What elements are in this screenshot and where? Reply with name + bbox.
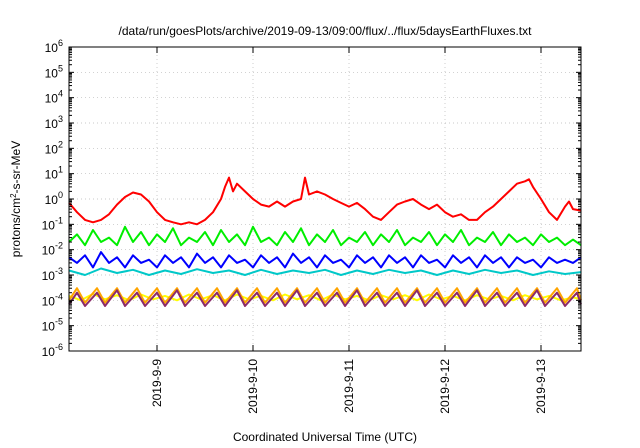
y-tick-exp: -3	[55, 266, 63, 276]
y-tick-exp: 4	[58, 89, 63, 99]
y-tick-exp: 6	[58, 38, 63, 48]
y-tick-base: 10	[42, 294, 56, 308]
y-tick-base: 10	[45, 142, 59, 156]
x-axis: 2019-9-9 2019-9-10 2019-9-11 2019-9-12 2019-…	[150, 47, 548, 414]
x-tick-label: 2019-9-9	[150, 359, 164, 407]
y-tick-label: 10-6	[42, 342, 63, 359]
y-tick-label: 10-2	[42, 241, 63, 258]
y-tick-base: 10	[45, 193, 59, 207]
y-tick-label: 10-3	[42, 266, 63, 283]
y-tick-exp: -6	[55, 342, 63, 352]
y-tick-exp: 5	[58, 63, 63, 73]
y-tick-label: 102	[45, 139, 63, 156]
y-axis-label: protons/cm2-s-sr-MeV	[9, 141, 23, 257]
y-axis: 10-610-510-410-310-210-11001011021031041…	[42, 38, 581, 359]
y-tick-label: 105	[45, 63, 63, 80]
y-tick-base: 10	[45, 168, 59, 182]
y-tick-label: 103	[45, 114, 63, 131]
y-tick-label: 100	[45, 190, 63, 207]
y-tick-exp: -5	[55, 317, 63, 327]
y-axis-label-exp: 2	[9, 193, 18, 198]
y-tick-exp: 3	[58, 114, 63, 124]
y-axis-label-unit: protons/cm	[9, 198, 23, 257]
series-line-6	[68, 287, 582, 304]
series-line-7	[68, 289, 582, 307]
y-tick-exp: -4	[55, 291, 63, 301]
y-tick-exp: 2	[58, 139, 63, 149]
x-tick-label: 2019-9-10	[246, 359, 260, 414]
y-tick-exp: -2	[55, 241, 63, 251]
series-line-3	[68, 251, 582, 269]
y-tick-base: 10	[45, 117, 59, 131]
y-tick-label: 104	[45, 89, 63, 106]
y-tick-exp: 1	[58, 165, 63, 175]
x-tick-label: 2019-9-11	[342, 359, 356, 413]
y-tick-label: 10-5	[42, 317, 63, 334]
y-tick-label: 10-1	[42, 215, 63, 232]
y-tick-base: 10	[42, 320, 56, 334]
y-tick-base: 10	[42, 269, 56, 283]
chart-title: /data/run/goesPlots/archive/2019-09-13/0…	[119, 24, 533, 38]
y-tick-label: 10-4	[42, 291, 63, 308]
series-line-4	[68, 267, 582, 276]
y-axis-label-rest: -s-sr-MeV	[9, 141, 23, 194]
y-tick-exp: -1	[55, 215, 63, 225]
y-tick-base: 10	[42, 244, 56, 258]
y-tick-base: 10	[45, 41, 59, 55]
series-lines	[68, 176, 582, 307]
y-tick-base: 10	[42, 218, 56, 232]
y-tick-base: 10	[45, 92, 59, 106]
series-line-1	[68, 176, 582, 226]
y-tick-base: 10	[42, 345, 56, 359]
x-axis-label: Coordinated Universal Time (UTC)	[233, 430, 417, 444]
y-tick-label: 106	[45, 38, 63, 55]
y-tick-label: 101	[45, 165, 63, 182]
y-tick-base: 10	[45, 66, 59, 80]
y-tick-exp: 0	[58, 190, 63, 200]
x-tick-label: 2019-9-13	[534, 359, 548, 414]
series-line-2	[68, 225, 582, 247]
x-tick-label: 2019-9-12	[438, 359, 452, 414]
